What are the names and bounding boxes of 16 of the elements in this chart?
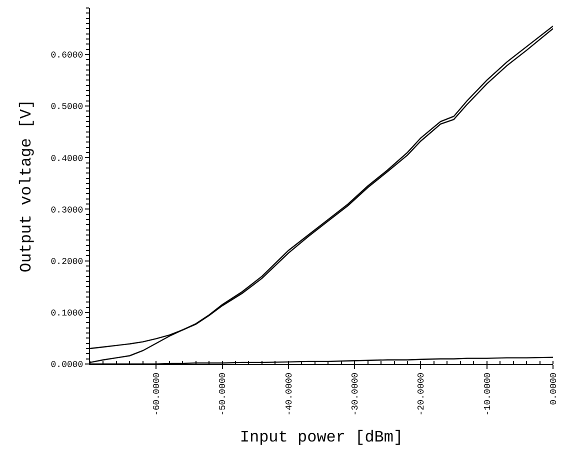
x-tick-label: -50.0000	[218, 372, 228, 416]
y-tick-label: 0.0000	[50, 360, 84, 370]
x-tick-label: -40.0000	[284, 372, 294, 416]
x-axis-title: Input power [dBm]	[240, 428, 404, 447]
y-axis-title: Output voltage [V]	[18, 100, 36, 272]
x-tick-label: -30.0000	[350, 372, 360, 416]
x-tick-label: 0.0000	[548, 372, 559, 406]
y-tick-label: 0.5000	[50, 102, 84, 112]
y-tick-label: 0.2000	[50, 256, 84, 267]
y-tick-label: 0.6000	[50, 50, 84, 61]
y-tick-label: 0.4000	[50, 154, 84, 164]
x-tick-label: -10.0000	[482, 372, 493, 416]
y-tick-label: 0.1000	[50, 308, 84, 319]
x-tick-label: -20.0000	[416, 372, 427, 416]
y-tick-label: 0.3000	[50, 205, 84, 216]
x-tick-label: -60.0000	[152, 372, 162, 416]
